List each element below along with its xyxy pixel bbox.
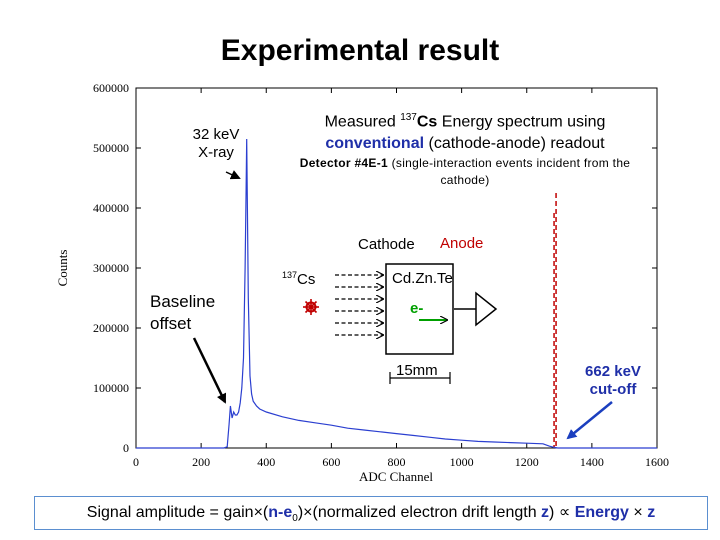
page-title: Experimental result <box>220 34 500 67</box>
measured-title: Measured 137Cs Energy spectrum using con… <box>324 112 606 153</box>
cutoff-arrow <box>566 401 613 440</box>
electron-label: e- <box>410 300 424 317</box>
signal-caption: Signal amplitude = gain×(n-e0)×(normaliz… <box>34 496 708 530</box>
x-axis-label: ADC Channel <box>359 469 433 484</box>
baseline-label: Baseline offset <box>150 292 216 333</box>
detector-info: Detector #4E-1 (single-interaction event… <box>299 156 631 187</box>
xray-label: 32 keV X-ray <box>192 126 240 161</box>
y-tick-label: 600000 <box>93 81 129 95</box>
length-label: 15mm <box>396 362 438 379</box>
y-tick-label: 200000 <box>93 321 129 335</box>
x-tick-label: 600 <box>322 455 340 469</box>
detector-schematic <box>303 263 498 384</box>
cutoff-label: 662 keV cut-off <box>585 363 641 398</box>
x-tick-label: 1600 <box>645 455 669 469</box>
x-tick-label: 200 <box>192 455 210 469</box>
y-tick-label: 100000 <box>93 381 129 395</box>
x-tick-label: 1000 <box>450 455 474 469</box>
y-tick-label: 500000 <box>93 141 129 155</box>
cathode-label: Cathode <box>358 236 415 253</box>
czt-label: Cd.Zn.Te <box>392 270 453 287</box>
y-tick-label: 300000 <box>93 261 129 275</box>
xray-arrow <box>225 170 241 180</box>
source-label: 137Cs <box>282 270 316 288</box>
detector-crystal <box>385 263 454 355</box>
x-tick-label: 800 <box>388 455 406 469</box>
y-tick-label: 400000 <box>93 201 129 215</box>
anode-label: Anode <box>440 235 484 252</box>
amplifier-icon <box>475 291 498 327</box>
baseline-arrow <box>192 337 227 404</box>
x-tick-label: 1400 <box>580 455 604 469</box>
x-tick-label: 1200 <box>515 455 539 469</box>
y-tick-label: 0 <box>123 441 129 455</box>
x-tick-label: 400 <box>257 455 275 469</box>
y-axis-label: Counts <box>55 250 70 287</box>
spectrum-series-line <box>136 138 657 449</box>
x-tick-label: 0 <box>133 455 139 469</box>
